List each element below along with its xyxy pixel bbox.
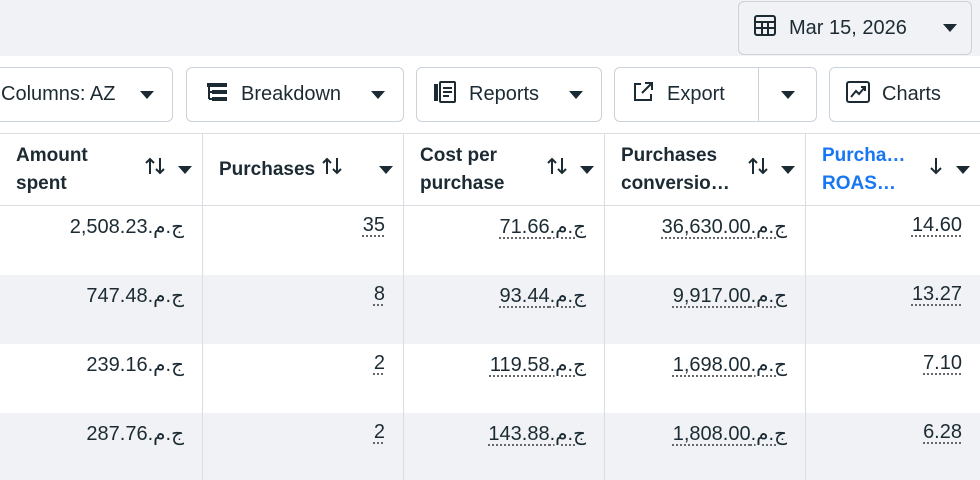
conversion-value-cell[interactable]: ج.م.1,808.00 (605, 413, 806, 480)
roas-cell[interactable]: 7.10 (806, 344, 980, 413)
conversion-value-cell[interactable]: ج.م.36,630.00 (605, 206, 806, 275)
chevron-down-icon (569, 90, 583, 99)
cost-per-purchase-cell[interactable]: ج.م.119.58 (404, 344, 605, 413)
breakdown-icon (205, 80, 229, 110)
columns-button[interactable]: Columns: AZ (0, 67, 173, 122)
chevron-down-icon (140, 90, 154, 99)
cell-value[interactable]: 35 (362, 214, 385, 236)
amount-spent-cell: ج.م.2,508.23 (0, 206, 203, 275)
header-line: Purchases (621, 145, 718, 166)
export-label: Export (667, 83, 725, 105)
reports-label: Reports (469, 83, 540, 105)
cell-value[interactable]: 2 (373, 421, 385, 443)
header-line: conversio… (621, 173, 730, 194)
cell-value[interactable]: 13.27 (911, 283, 962, 305)
header-line: Purcha… (822, 145, 906, 166)
cell-value[interactable]: 7.10 (923, 352, 962, 374)
reports-button[interactable]: Reports (416, 67, 602, 122)
export-button-group: Export (614, 67, 817, 122)
column-header-cost-per-purchase[interactable]: Cost per purchase (404, 134, 605, 206)
export-dropdown-button[interactable] (759, 68, 816, 121)
chevron-down-icon (943, 24, 957, 32)
cell-value[interactable]: 6.28 (923, 421, 962, 443)
cell-value: ج.م.287.76 (86, 423, 184, 445)
cell-value[interactable]: ج.م.9,917.00 (672, 285, 787, 307)
column-header-purchases-conversion[interactable]: Purchases conversio… (605, 134, 806, 206)
header-line: Amount (16, 145, 88, 166)
reports-icon (433, 80, 457, 110)
amount-spent-cell: ج.م.239.16 (0, 344, 203, 413)
column-menu-icon[interactable] (178, 166, 192, 174)
breakdown-button[interactable]: Breakdown (186, 67, 404, 122)
export-button[interactable]: Export (615, 68, 759, 121)
roas-cell[interactable]: 14.60 (806, 206, 980, 275)
column-menu-icon[interactable] (580, 166, 594, 174)
amount-spent-cell: ج.م.287.76 (0, 413, 203, 480)
cell-value[interactable]: 8 (373, 283, 385, 305)
column-header-purchases[interactable]: Purchases (203, 134, 404, 206)
cell-value: ج.م.239.16 (86, 354, 184, 376)
date-range-button[interactable]: Mar 15, 2026 (738, 1, 972, 55)
top-bar: Mar 15, 2026 (0, 0, 980, 56)
purchases-cell[interactable]: 8 (203, 275, 404, 344)
cell-value: ج.م.747.48 (86, 285, 184, 307)
roas-cell[interactable]: 13.27 (806, 275, 980, 344)
conversion-value-cell[interactable]: ج.م.9,917.00 (605, 275, 806, 344)
purchases-cell[interactable]: 35 (203, 206, 404, 275)
header-line: Cost per (420, 145, 498, 166)
cost-per-purchase-cell[interactable]: ج.م.93.44 (404, 275, 605, 344)
charts-label: Charts (882, 83, 941, 105)
header-line: purchase (420, 173, 505, 194)
columns-label: Columns: AZ (1, 83, 116, 105)
cost-per-purchase-cell[interactable]: ج.م.71.66 (404, 206, 605, 275)
date-range-label: Mar 15, 2026 (789, 16, 907, 39)
chart-icon (846, 80, 870, 110)
table-row: ج.م.287.76 2 ج.م.143.88 ج.م.1,808.00 6.2… (0, 413, 980, 480)
column-menu-icon[interactable] (956, 166, 970, 174)
column-header-amount-spent[interactable]: Amount spent (0, 134, 203, 206)
sort-icon[interactable] (144, 156, 166, 185)
amount-spent-cell: ج.م.747.48 (0, 275, 203, 344)
cell-value[interactable]: ج.م.71.66 (499, 216, 586, 238)
column-header-purchase-roas[interactable]: Purcha… ROAS… (806, 134, 980, 206)
column-menu-icon[interactable] (781, 166, 795, 174)
table-row: ج.م.239.16 2 ج.م.119.58 ج.م.1,698.00 7.1… (0, 344, 980, 413)
table-header: Amount spent Purchases Cost per purchase P… (0, 133, 980, 206)
results-table: Amount spent Purchases Cost per purchase P… (0, 133, 980, 480)
cell-value[interactable]: ج.م.119.58 (489, 354, 586, 376)
cell-value[interactable]: 2 (373, 352, 385, 374)
external-link-icon (631, 80, 655, 110)
cell-value[interactable]: ج.م.93.44 (499, 285, 586, 307)
breakdown-label: Breakdown (241, 83, 342, 105)
cost-per-purchase-cell[interactable]: ج.م.143.88 (404, 413, 605, 480)
cell-value[interactable]: ج.م.1,698.00 (672, 354, 787, 376)
toolbar: Columns: AZ Breakdown Reports Export Cha… (0, 56, 980, 132)
cell-value[interactable]: ج.م.36,630.00 (661, 216, 787, 238)
sort-descending-icon[interactable] (928, 156, 944, 185)
table-row: ج.م.2,508.23 35 ج.م.71.66 ج.م.36,630.00 … (0, 206, 980, 275)
cell-value[interactable]: ج.م.1,808.00 (672, 423, 787, 445)
header-line: Purchases (219, 159, 316, 180)
charts-button[interactable]: Charts (829, 67, 980, 122)
cell-value: ج.م.2,508.23 (69, 216, 184, 238)
header-line: spent (16, 173, 67, 194)
sort-icon[interactable] (747, 156, 769, 185)
purchases-cell[interactable]: 2 (203, 413, 404, 480)
header-line: ROAS… (822, 173, 896, 194)
roas-cell[interactable]: 6.28 (806, 413, 980, 480)
conversion-value-cell[interactable]: ج.م.1,698.00 (605, 344, 806, 413)
column-menu-icon[interactable] (379, 166, 393, 174)
chevron-down-icon (371, 90, 385, 99)
sort-icon[interactable] (546, 156, 568, 185)
chevron-down-icon (780, 90, 795, 99)
cell-value[interactable]: 14.60 (911, 214, 962, 236)
table-row: ج.م.747.48 8 ج.م.93.44 ج.م.9,917.00 13.2… (0, 275, 980, 344)
sort-icon[interactable] (321, 156, 343, 185)
cell-value[interactable]: ج.م.143.88 (488, 423, 586, 445)
calendar-icon (753, 13, 777, 43)
purchases-cell[interactable]: 2 (203, 344, 404, 413)
